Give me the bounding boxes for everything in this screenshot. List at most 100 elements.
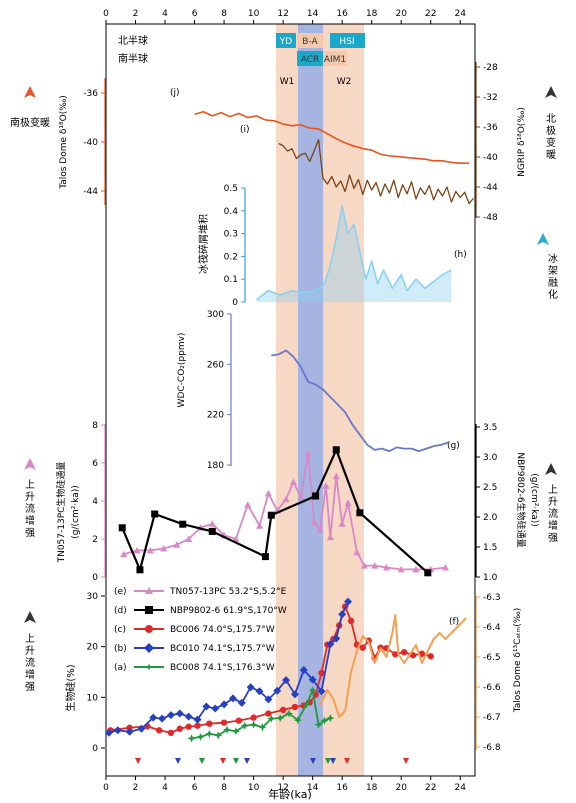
series-b-point bbox=[158, 714, 167, 723]
series-a-point bbox=[285, 709, 294, 718]
panel-j-tag: (j) bbox=[170, 88, 180, 98]
series-a-point bbox=[214, 731, 223, 740]
series-a-point bbox=[302, 699, 311, 708]
series-e-point bbox=[244, 501, 252, 508]
series-e-point bbox=[397, 565, 405, 573]
series-c-point bbox=[206, 720, 213, 727]
panel-j-axis-label: Talos Dome δ¹⁸O(‰) bbox=[59, 95, 69, 190]
bottom-tick-label: 6 bbox=[192, 783, 198, 793]
y-tick-label: 0.1 bbox=[224, 275, 238, 285]
series-c-point bbox=[155, 727, 163, 734]
y-tick-label: -44 bbox=[483, 183, 498, 193]
y-tick-label: 4 bbox=[92, 497, 98, 507]
panel-f-axis-label: Talos Dome δ¹³Cₐₜₘ(‰) bbox=[513, 608, 523, 714]
series-a bbox=[187, 686, 335, 743]
label-upwelling-right-char2: 升 bbox=[548, 496, 558, 508]
y-tick-label: -6.4 bbox=[483, 623, 501, 633]
series-e-point bbox=[282, 495, 290, 503]
bottom-tick-label: 14 bbox=[307, 783, 319, 793]
y-tick-label: -36 bbox=[483, 123, 498, 133]
top-axis: 0 2 4 6 8 10 12 14 16 18 20 22 24 bbox=[103, 9, 466, 24]
event-label-ba: B-A bbox=[302, 37, 318, 47]
series-g bbox=[271, 349, 449, 453]
series-c-point bbox=[185, 723, 192, 730]
panel-d-axis-label: NBP9802-6生物硅通量 bbox=[515, 452, 527, 547]
y-tick-label: 2 bbox=[92, 535, 98, 545]
label-ice-shelf-char1: 冰 bbox=[548, 252, 558, 265]
y-tick-label: 3.0 bbox=[483, 453, 498, 463]
y-tick-label: -6.5 bbox=[483, 653, 501, 663]
top-tick-label: 22 bbox=[425, 9, 436, 19]
y-tick-label: -28 bbox=[483, 63, 498, 73]
series-e-point bbox=[185, 535, 193, 542]
series-b-point bbox=[175, 709, 184, 718]
top-tick-label: 6 bbox=[192, 9, 198, 19]
legend-label-e: TN057-13PC 53.2°S,5.2°E bbox=[169, 587, 287, 597]
event-label-acr: ACR bbox=[301, 55, 320, 65]
series-h bbox=[256, 205, 452, 302]
label-upwelling-right-char5: 强 bbox=[548, 532, 558, 544]
panel-h-tag: (h) bbox=[454, 250, 467, 260]
series-e-point bbox=[297, 493, 305, 501]
series-e-point bbox=[322, 482, 330, 489]
series-i-line bbox=[278, 139, 475, 205]
series-e-point bbox=[289, 478, 297, 485]
series-b-point bbox=[264, 695, 273, 704]
series-c-point bbox=[359, 644, 367, 651]
series-f-line bbox=[319, 614, 467, 718]
series-c-point bbox=[400, 649, 408, 656]
panel-f-tag: (f) bbox=[449, 617, 459, 627]
legend-tag-c: (c) bbox=[114, 625, 126, 635]
y-tick-label: 260 bbox=[207, 360, 224, 370]
series-a-point bbox=[240, 721, 249, 730]
top-tick-label: 24 bbox=[455, 9, 467, 19]
y-tick-label: -6.7 bbox=[483, 713, 501, 723]
y-tick-label: -48 bbox=[483, 213, 498, 223]
series-e-point bbox=[360, 562, 368, 569]
y-tick-label: -44 bbox=[83, 187, 98, 197]
label-north-warming-char3: 变 bbox=[546, 136, 556, 149]
series-e-point bbox=[326, 533, 334, 541]
bottom-tick-label: 18 bbox=[366, 783, 378, 793]
series-b-point bbox=[228, 694, 237, 703]
series-e-point bbox=[382, 564, 390, 571]
label-upwelling-left-char2: 升 bbox=[25, 491, 35, 503]
panel-i-tag: (i) bbox=[240, 125, 250, 135]
series-c-point bbox=[318, 669, 325, 677]
y-tick-label: 30 bbox=[87, 592, 99, 602]
top-tick-label: 2 bbox=[133, 9, 139, 19]
y-tick-label: 2.5 bbox=[483, 483, 497, 493]
series-c-point bbox=[392, 651, 399, 658]
series-d-point bbox=[332, 446, 340, 454]
bottom-tick-label: 2 bbox=[133, 783, 139, 793]
bottom-tick-label: 16 bbox=[336, 783, 348, 793]
band-acr bbox=[298, 24, 323, 776]
series-e-point bbox=[316, 526, 324, 533]
series-b-point bbox=[246, 683, 255, 692]
series-b-point bbox=[332, 634, 341, 643]
series-b bbox=[104, 597, 353, 737]
background-bands bbox=[276, 24, 364, 776]
series-b-point bbox=[338, 610, 347, 619]
arrow-icon bbox=[537, 233, 549, 245]
panel-d-axis-unit: (g/(cm²·ka)) bbox=[529, 473, 539, 527]
legend-tag-d: (d) bbox=[114, 606, 127, 616]
side-annotations: 南极变暖 北 极 变 暖 冰 架 融 化 上 升 流 增 强 上 升 流 增 强… bbox=[10, 86, 558, 693]
series-g-line bbox=[271, 349, 449, 453]
series-e-point bbox=[310, 518, 318, 525]
series-e-point bbox=[353, 548, 361, 556]
legend-label-d: NBP9802-6 61.9°S,170°W bbox=[170, 606, 287, 616]
bottom-axis: 0 2 4 6 8 10 12 14 16 18 20 22 24 bbox=[103, 776, 466, 793]
y-tick-label: 1.0 bbox=[483, 573, 498, 583]
series-e-point bbox=[173, 541, 181, 548]
series-a-point bbox=[231, 727, 240, 736]
legend-tag-e: (e) bbox=[114, 587, 127, 597]
y-tick-label: 300 bbox=[207, 310, 224, 320]
label-upwelling-left-char4: 增 bbox=[25, 514, 35, 527]
series-e-point bbox=[338, 520, 346, 527]
label-upwelling-bottom-char4: 增 bbox=[25, 668, 35, 681]
series-c-point bbox=[347, 617, 355, 625]
y-tick-label: 0.5 bbox=[224, 184, 238, 194]
series-a-point bbox=[320, 716, 329, 725]
panel-h-axis-label: 冰筏碎屑堆积 bbox=[197, 214, 210, 274]
